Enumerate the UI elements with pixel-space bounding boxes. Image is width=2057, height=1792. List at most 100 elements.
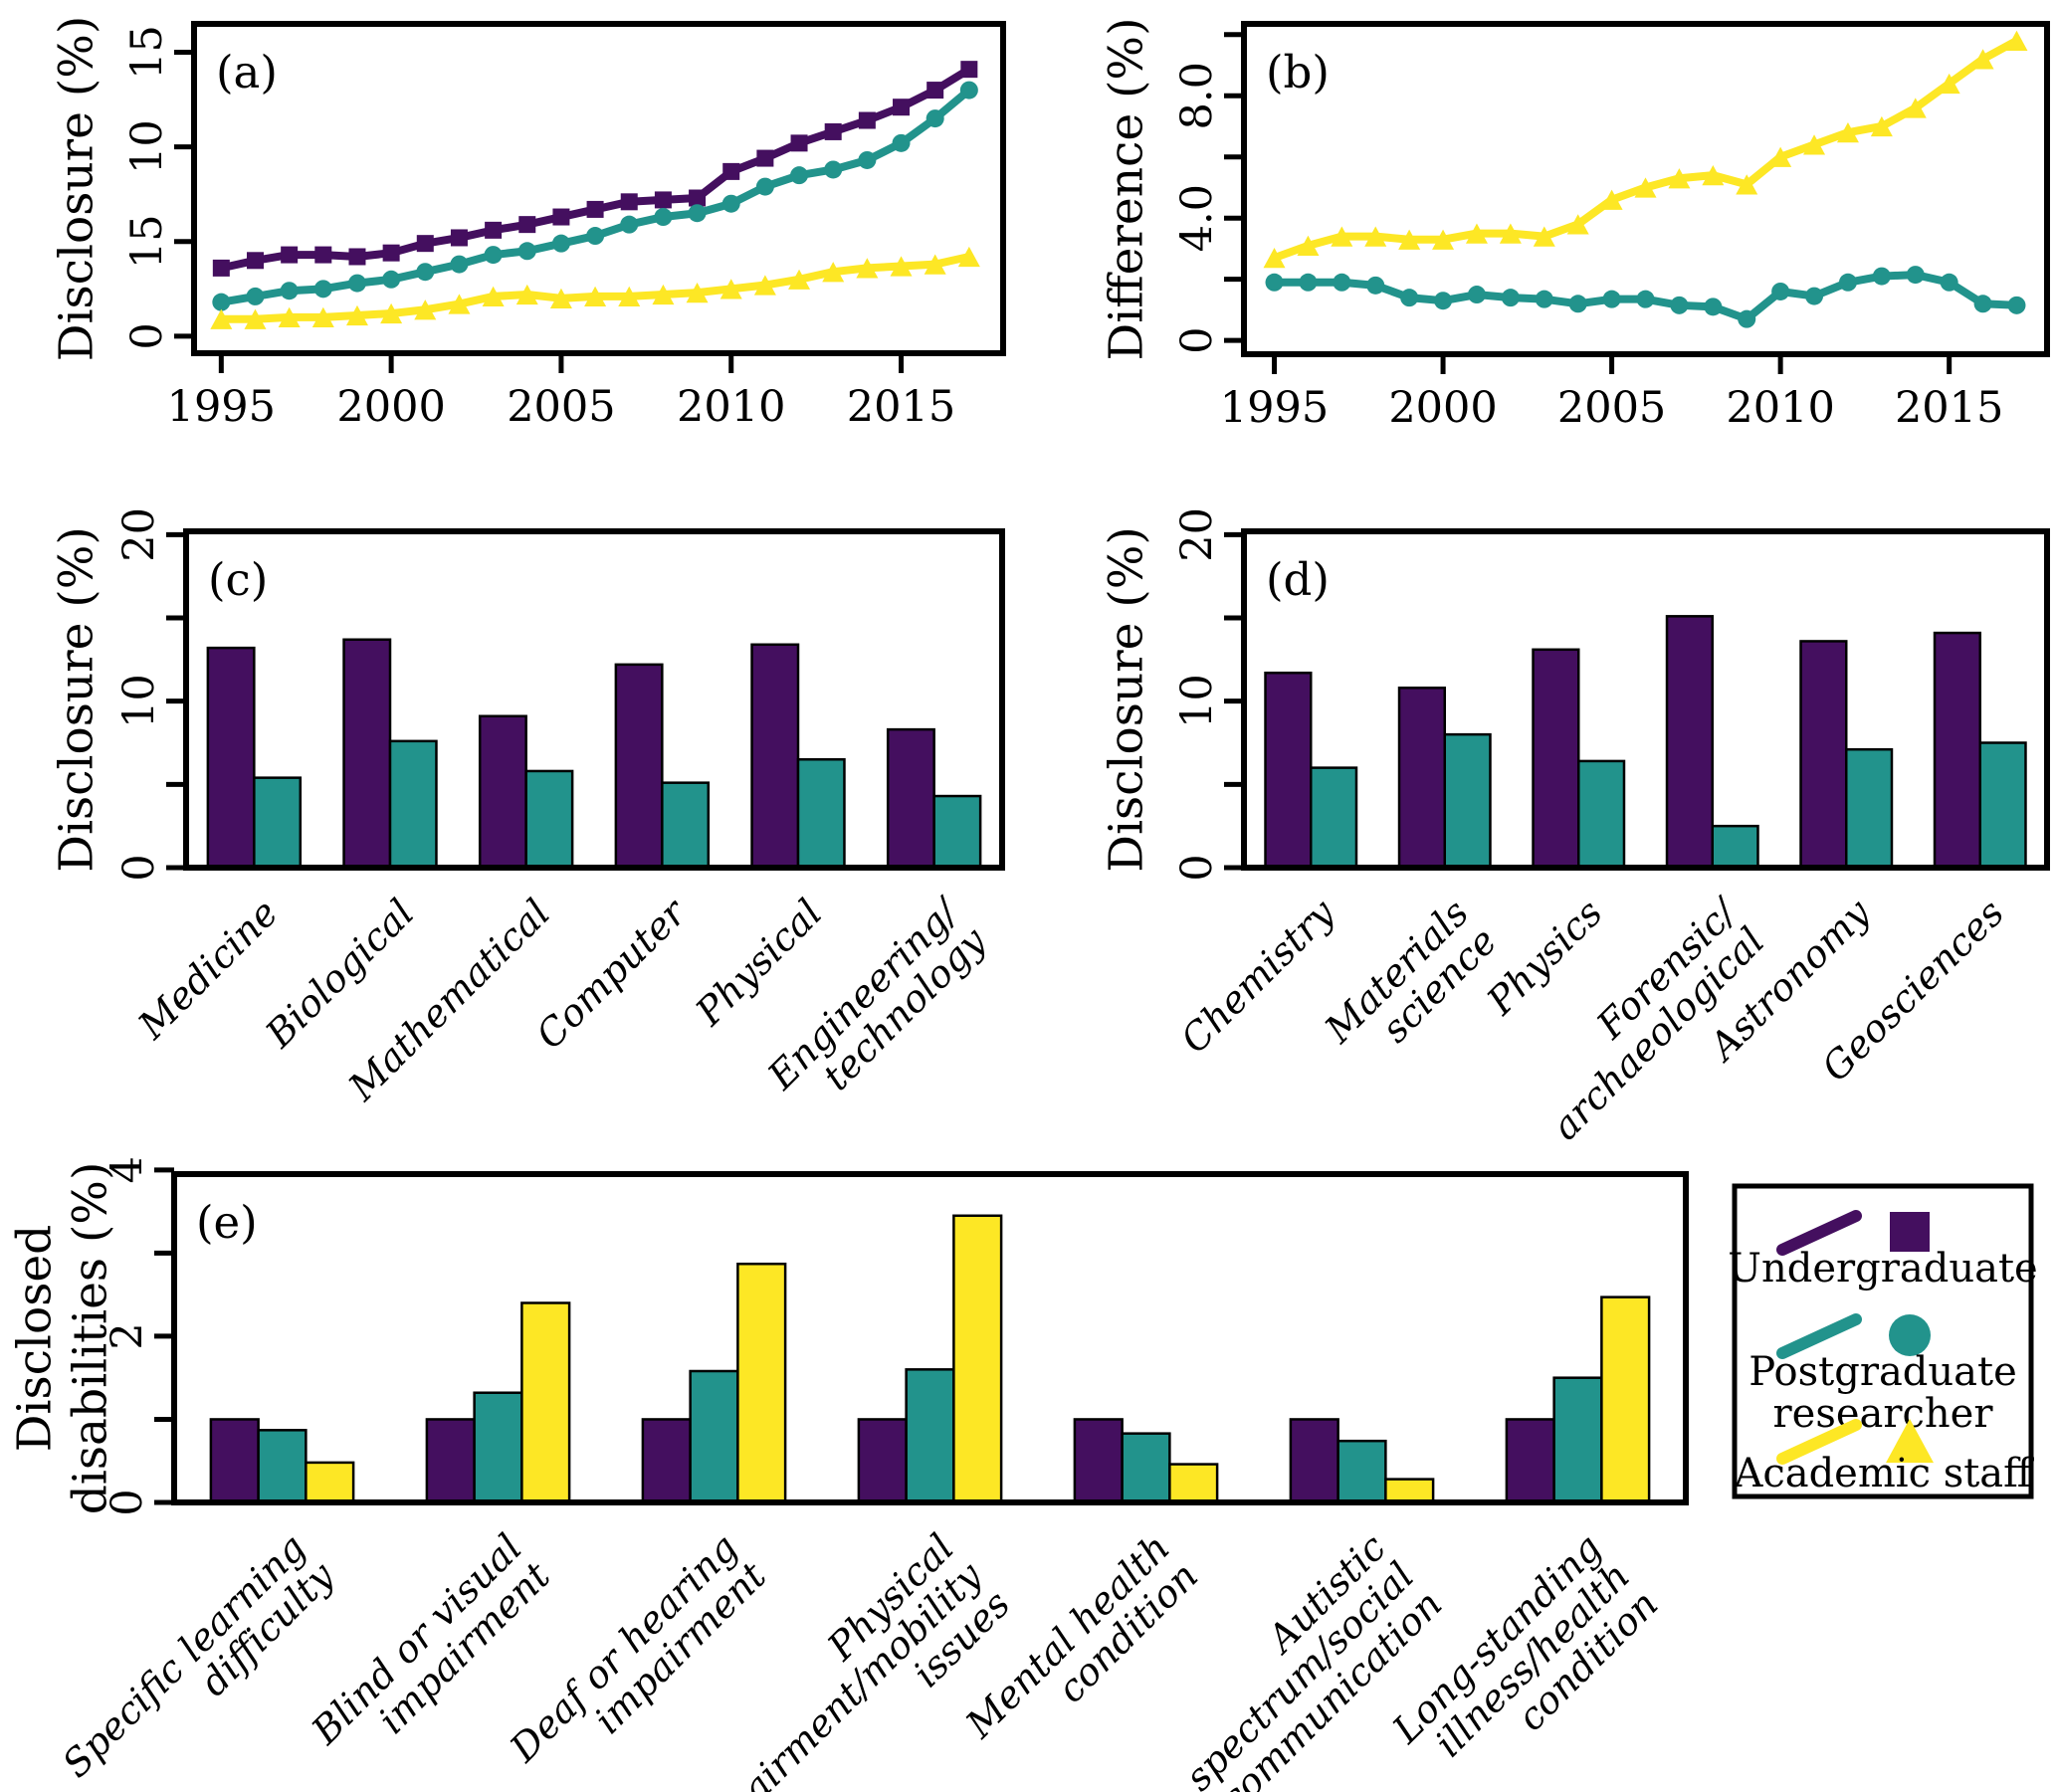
postgraduate-bar <box>253 776 303 870</box>
x-tick-label: 2015 <box>1895 383 2003 433</box>
undergraduate-marker <box>689 189 707 207</box>
y-tick-label: 0 <box>122 322 172 349</box>
postgraduate-marker <box>1467 286 1486 304</box>
undergraduate-bar <box>641 1418 692 1504</box>
postgraduate-marker <box>416 263 435 282</box>
academic_staff-marker <box>1499 223 1522 244</box>
academic_staff-marker <box>345 304 368 326</box>
postgraduate-bar <box>473 1391 523 1504</box>
x-tick-label: 2010 <box>677 382 785 432</box>
academic_staff-marker <box>686 283 709 303</box>
panel-d: 01020ChemistryMaterialssciencePhysicsFor… <box>1099 507 2050 1148</box>
postgraduate-marker <box>1535 290 1553 308</box>
y-axis-label: disabilities (%) <box>63 1162 117 1515</box>
academic_staff-line-swatch <box>1776 1419 1862 1465</box>
undergraduate-marker <box>518 216 536 234</box>
y-tick-label: 8.0 <box>1172 62 1222 129</box>
academic_staff-marker <box>311 306 334 327</box>
academic_staff-bar <box>1600 1295 1651 1504</box>
y-axis-label: Disclosure (%) <box>49 16 103 361</box>
postgraduate-marker <box>1838 273 1857 292</box>
academic_staff-line <box>1273 37 2019 262</box>
y-tick-label: 0 <box>114 854 164 881</box>
legend-entry-undergraduate: Undergraduate <box>1728 1210 2038 1292</box>
undergraduate-marker <box>722 162 740 180</box>
x-tick-label: 2005 <box>1557 383 1666 433</box>
category-label: Chemistry <box>1172 891 1343 1062</box>
postgraduate-marker-swatch <box>1889 1314 1931 1356</box>
undergraduate-marker <box>790 134 808 152</box>
undergraduate-marker <box>654 191 672 209</box>
y-tick-label: 4.0 <box>1172 184 1222 252</box>
postgraduate-marker <box>1940 273 1958 292</box>
undergraduate-bar <box>1289 1418 1339 1504</box>
y-tick-label: 10 <box>1172 674 1222 728</box>
category-label: Mental healthcondition <box>956 1525 1206 1775</box>
legend: Undergraduate Postgraduate researcher Acade… <box>1728 1183 2038 1499</box>
academic_staff-marker <box>652 284 675 305</box>
academic_staff-marker <box>1331 226 1353 247</box>
postgraduate-marker <box>280 282 299 300</box>
y-tick-label: 0 <box>1172 854 1222 881</box>
postgraduate-marker <box>212 293 231 311</box>
undergraduate-marker-swatch <box>1890 1212 1930 1252</box>
academic_staff-marker <box>1465 223 1488 244</box>
y-tick-label: 0 <box>1172 326 1222 353</box>
academic_staff-marker <box>890 256 913 277</box>
postgraduate-marker <box>1434 292 1453 310</box>
legend-box <box>1732 1183 2034 1499</box>
postgraduate-bar <box>1310 766 1358 870</box>
undergraduate-bar <box>1397 687 1447 870</box>
academic_staff-marker <box>720 279 742 299</box>
postgraduate-marker <box>1670 296 1689 314</box>
academic_staff-marker <box>1432 229 1455 250</box>
y-tick-label: 10 <box>114 674 164 728</box>
y-tick-label: 15 <box>122 25 172 80</box>
undergraduate-marker <box>824 122 842 140</box>
undergraduate-marker <box>348 248 366 266</box>
academic_staff-marker <box>1736 174 1758 195</box>
academic_staff-marker <box>788 269 811 290</box>
undergraduate-bar <box>206 646 256 870</box>
undergraduate-bar <box>886 727 935 870</box>
postgraduate-marker <box>1602 290 1621 308</box>
postgraduate-bar <box>524 769 574 870</box>
panel-a: 0 15 10 15 1995 2000 2005 2010 2015 (a) Disclosure… <box>49 16 1006 432</box>
panel-frame <box>171 1171 1689 1505</box>
category-label: Computer <box>527 889 696 1057</box>
panel-letter: (a) <box>216 46 278 99</box>
postgraduate-marker <box>1872 267 1891 286</box>
undergraduate-bar <box>1073 1418 1124 1504</box>
academic_staff-bar <box>1384 1478 1435 1504</box>
undergraduate-bar <box>1264 671 1313 870</box>
undergraduate-bar <box>1665 615 1715 870</box>
postgraduate-bar <box>905 1368 955 1504</box>
postgraduate-marker <box>959 81 978 100</box>
undergraduate-bar <box>478 714 527 870</box>
academic_staff-bar <box>1168 1463 1219 1504</box>
legend-entry-postgraduate: Postgraduate researcher <box>1748 1313 2017 1437</box>
postgraduate-marker <box>1636 290 1655 308</box>
panel-c: 01020MedicineBiologicalMathematicalCompu… <box>49 507 1005 1109</box>
postgraduate-bar <box>1552 1376 1603 1504</box>
legend-label: Academic staff <box>1733 1451 2034 1496</box>
academic_staff-marker <box>1836 122 1859 143</box>
academic_staff-marker <box>924 254 946 275</box>
postgraduate-marker <box>1973 295 1992 313</box>
y-tick-label: 20 <box>1172 507 1222 562</box>
undergraduate-bar <box>1532 648 1580 870</box>
x-tick-label: 2000 <box>1388 383 1497 433</box>
academic_staff-marker <box>1634 177 1657 198</box>
undergraduate-series <box>212 61 978 277</box>
y-axis-label: Disclosure (%) <box>1099 526 1153 872</box>
academic_staff-marker <box>1668 168 1691 189</box>
y-axis-label: Disclosed <box>7 1225 62 1453</box>
postgraduate-marker <box>1805 287 1824 305</box>
panel-letter: (c) <box>208 553 268 606</box>
postgraduate-bar <box>1443 732 1492 870</box>
undergraduate-bar <box>1933 631 1982 870</box>
academic_staff-marker <box>1297 235 1320 256</box>
postgraduate-bar <box>1978 741 2027 870</box>
postgraduate-bar <box>1711 824 1759 870</box>
y-tick-label: 4 <box>103 1156 152 1183</box>
